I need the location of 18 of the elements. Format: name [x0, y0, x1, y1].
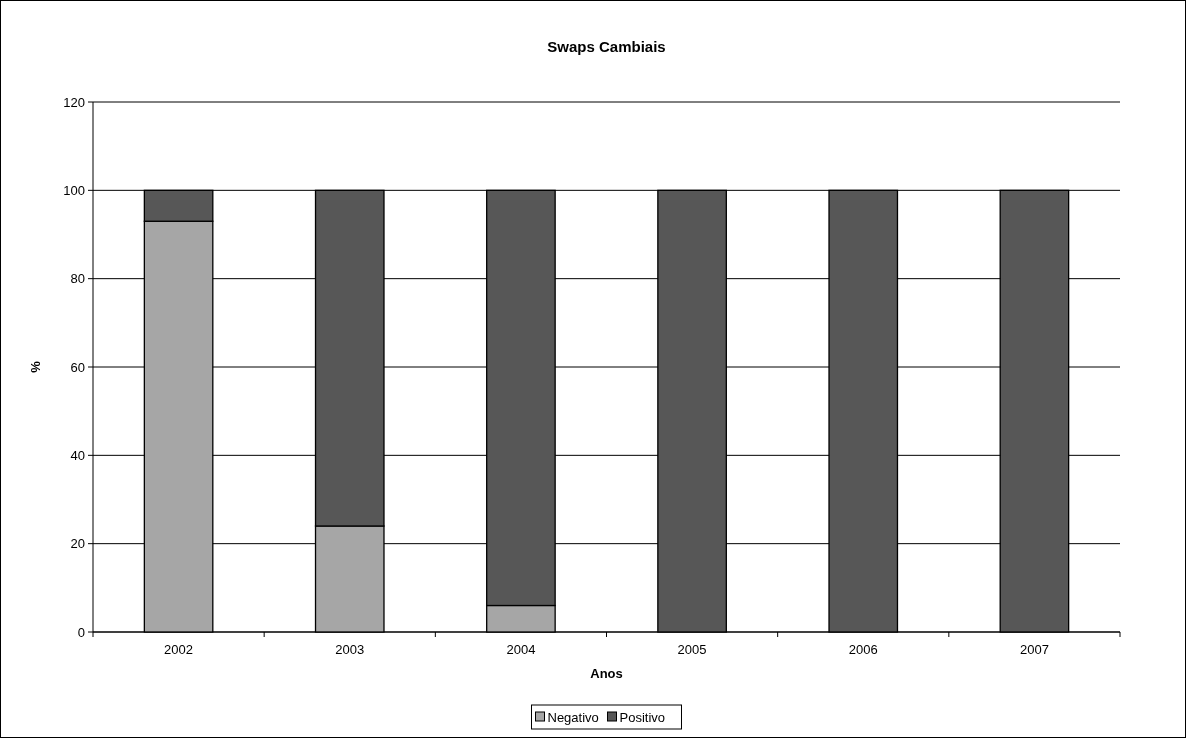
legend-label: Negativo: [547, 710, 599, 725]
x-tick-label: 2005: [677, 642, 707, 657]
x-tick-label: 2003: [335, 642, 365, 657]
y-tick-label: 100: [63, 182, 85, 198]
x-tick-label: 2002: [164, 642, 194, 657]
chart-title: Swaps Cambiais: [547, 38, 666, 55]
y-tick-label: 40: [70, 447, 85, 463]
y-tick-label: 0: [77, 624, 85, 640]
x-tick-label: 2004: [506, 642, 536, 657]
x-axis-title: Anos: [590, 666, 623, 681]
y-tick-label: 120: [63, 94, 85, 110]
x-tick-label: 2006: [848, 642, 878, 657]
y-tick-label: 60: [70, 359, 85, 375]
y-tick-label: 80: [70, 271, 85, 287]
legend-label: Positivo: [619, 710, 666, 725]
x-tick-label: 2007: [1019, 642, 1049, 657]
y-axis-title: %: [28, 360, 43, 373]
y-tick-label: 20: [70, 536, 85, 552]
